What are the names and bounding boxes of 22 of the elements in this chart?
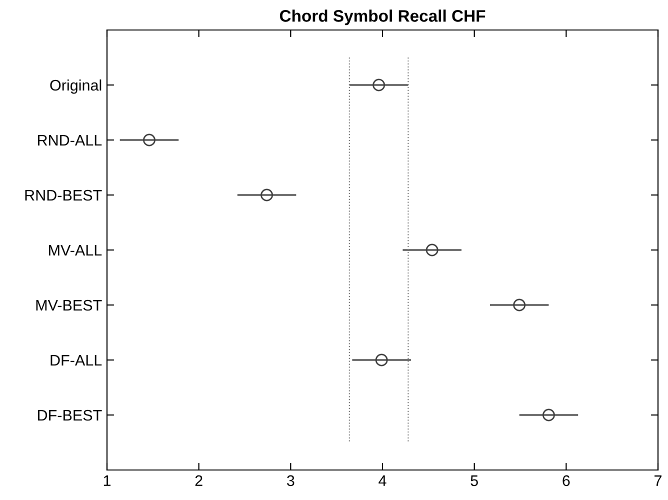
- point: [513, 298, 526, 312]
- y-tick-label: DF-BEST: [38, 410, 102, 421]
- y-tick-label: RND-ALL: [38, 135, 102, 146]
- point: [260, 188, 274, 202]
- point: [372, 78, 386, 92]
- x-tick-label: 4: [378, 475, 386, 486]
- x-tick-label: 2: [195, 475, 202, 486]
- y-tick-label: Original: [50, 79, 102, 94]
- point: [375, 354, 388, 366]
- x-tick-label: 1: [104, 475, 111, 486]
- point: [426, 244, 438, 256]
- x-tick-label: 3: [287, 475, 294, 486]
- x-tick-label: 7: [654, 475, 662, 486]
- y-tick-label: DF-ALL: [50, 355, 102, 366]
- x-tick-label: 5: [470, 475, 478, 486]
- point: [542, 408, 555, 422]
- point: [142, 134, 156, 146]
- x-tick-label: 6: [562, 475, 570, 486]
- chart-title: Chord Symbol Recall CHF: [280, 10, 486, 26]
- y-tick-label: MV-BEST: [36, 300, 102, 311]
- y-tick-label: MV-ALL: [49, 245, 102, 256]
- y-tick-label: RND-BEST: [25, 190, 102, 201]
